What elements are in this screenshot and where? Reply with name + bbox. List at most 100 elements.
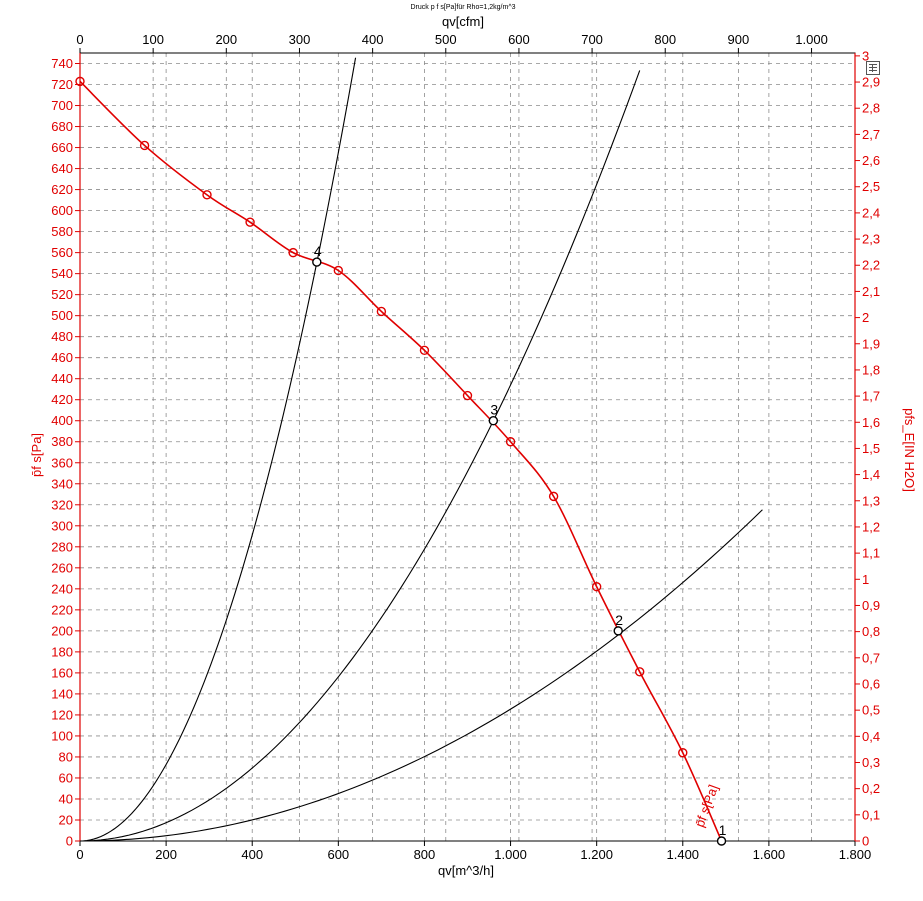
fan-curve-point	[419, 345, 430, 356]
y-tick-label: 280	[51, 539, 73, 554]
y2-tick-label: 0,4	[862, 729, 880, 744]
y-tick-label: 360	[51, 455, 73, 470]
y2-tick-label: 1,4	[862, 467, 880, 482]
y-tick-label: 380	[51, 434, 73, 449]
operating-point-1	[716, 836, 727, 846]
y2-tick-label: 2,6	[862, 153, 880, 168]
resistance-curve-3	[79, 57, 357, 842]
y2-tick-label: 1,6	[862, 415, 880, 430]
chart-title: Druck p f s[Pa]für Rho=1,2kg/m^3	[410, 4, 515, 11]
operating-point-2	[613, 626, 623, 636]
fan-curve-label: p̄f s[Pa]	[692, 783, 721, 830]
y2-tick-label: 2,5	[862, 179, 880, 194]
plot-area: p̄f s[Pa]1 2 3 4	[75, 57, 763, 846]
y-tick-label: 520	[51, 287, 73, 302]
x-tick-label: 0	[76, 847, 83, 862]
export-icon[interactable]	[866, 61, 880, 75]
fan-curve-point	[505, 437, 516, 447]
x2-axis-title: qv[cfm]	[442, 14, 484, 29]
y2-tick-label: 3	[862, 48, 869, 63]
y-tick-label: 240	[51, 581, 73, 596]
fan-curve-point	[635, 667, 645, 677]
y2-tick-label: 0	[862, 834, 869, 849]
y2-tick-label: 1	[862, 572, 869, 587]
y-tick-label: 200	[51, 623, 73, 638]
x-tick-label: 200	[155, 847, 177, 862]
y-tick-label: 220	[51, 602, 73, 617]
y2-tick-label: 2,8	[862, 101, 880, 116]
x2-tick-label: 300	[289, 32, 311, 47]
y2-tick-label: 2,7	[862, 127, 880, 142]
x2-tick-label: 800	[654, 32, 676, 47]
y-tick-label: 560	[51, 245, 73, 260]
operating-point-3	[488, 416, 499, 426]
y2-tick-label: 0,5	[862, 703, 880, 718]
x2-tick-label: 500	[435, 32, 457, 47]
resistance-curve-2	[79, 70, 641, 842]
fan-curve-point	[462, 390, 473, 401]
fan-curve-point	[678, 748, 688, 758]
x-tick-label: 1.600	[753, 847, 786, 862]
y-tick-label: 320	[51, 497, 73, 512]
y-tick-label: 440	[51, 371, 73, 386]
y2-tick-label: 1,9	[862, 336, 880, 351]
x2-tick-label: 100	[142, 32, 164, 47]
x-tick-label: 1.800	[839, 847, 872, 862]
x2-tick-label: 600	[508, 32, 530, 47]
y-tick-label: 740	[51, 56, 73, 71]
y2-tick-label: 1,2	[862, 519, 880, 534]
y-tick-label: 680	[51, 119, 73, 134]
x-tick-label: 1.400	[667, 847, 700, 862]
operating-point-label-2: 2	[615, 612, 623, 628]
y2-tick-label: 0,9	[862, 598, 880, 613]
fan-curve-point	[288, 247, 298, 258]
x-axis-title: qv[m^3/h]	[438, 863, 494, 878]
y2-tick-label: 2,9	[862, 75, 880, 90]
y-tick-label: 620	[51, 182, 73, 197]
fan-curve-point	[376, 306, 387, 317]
y-tick-label: 160	[51, 665, 73, 680]
x2-tick-label: 900	[728, 32, 750, 47]
y-tick-label: 640	[51, 161, 73, 176]
x2-tick-label: 0	[76, 32, 83, 47]
y2-tick-label: 0,3	[862, 755, 880, 770]
y-tick-label: 100	[51, 728, 73, 743]
y-tick-label: 120	[51, 707, 73, 722]
y2-axis-title: pfs_E[IN H2O]	[902, 408, 917, 492]
operating-point-4	[312, 257, 322, 267]
y-tick-label: 600	[51, 203, 73, 218]
y-tick-label: 140	[51, 686, 73, 701]
y2-tick-label: 2,2	[862, 258, 880, 273]
y-tick-label: 260	[51, 560, 73, 575]
resistance-curve-1	[79, 509, 763, 842]
x-tick-label: 400	[241, 847, 263, 862]
operating-point-label-3: 3	[490, 402, 498, 418]
y2-tick-label: 0,8	[862, 624, 880, 639]
y2-tick-label: 1,5	[862, 441, 880, 456]
x-tick-label: 1.000	[494, 847, 527, 862]
y-tick-label: 0	[66, 834, 73, 849]
y-tick-label: 660	[51, 140, 73, 155]
x2-tick-label: 400	[362, 32, 384, 47]
y2-tick-label: 0,1	[862, 807, 880, 822]
x-tick-label: 600	[327, 847, 349, 862]
y2-tick-label: 1,3	[862, 493, 880, 508]
y-tick-label: 700	[51, 98, 73, 113]
fan-curve-point	[245, 217, 255, 227]
y-tick-label: 340	[51, 476, 73, 491]
fan-curve-point	[139, 140, 150, 151]
y-tick-label: 420	[51, 392, 73, 407]
y-tick-label: 400	[51, 413, 73, 428]
y-tick-label: 500	[51, 308, 73, 323]
y2-tick-label: 2	[862, 310, 869, 325]
y-tick-label: 20	[59, 812, 73, 827]
fan-curve-point	[202, 190, 212, 200]
x-tick-label: 800	[414, 847, 436, 862]
y-tick-label: 720	[51, 77, 73, 92]
y-axis-title: p̄f s[Pa]	[29, 433, 44, 477]
y-tick-label: 80	[59, 749, 73, 764]
fan-curve-point	[75, 76, 85, 87]
fan-curve-line	[79, 80, 723, 842]
